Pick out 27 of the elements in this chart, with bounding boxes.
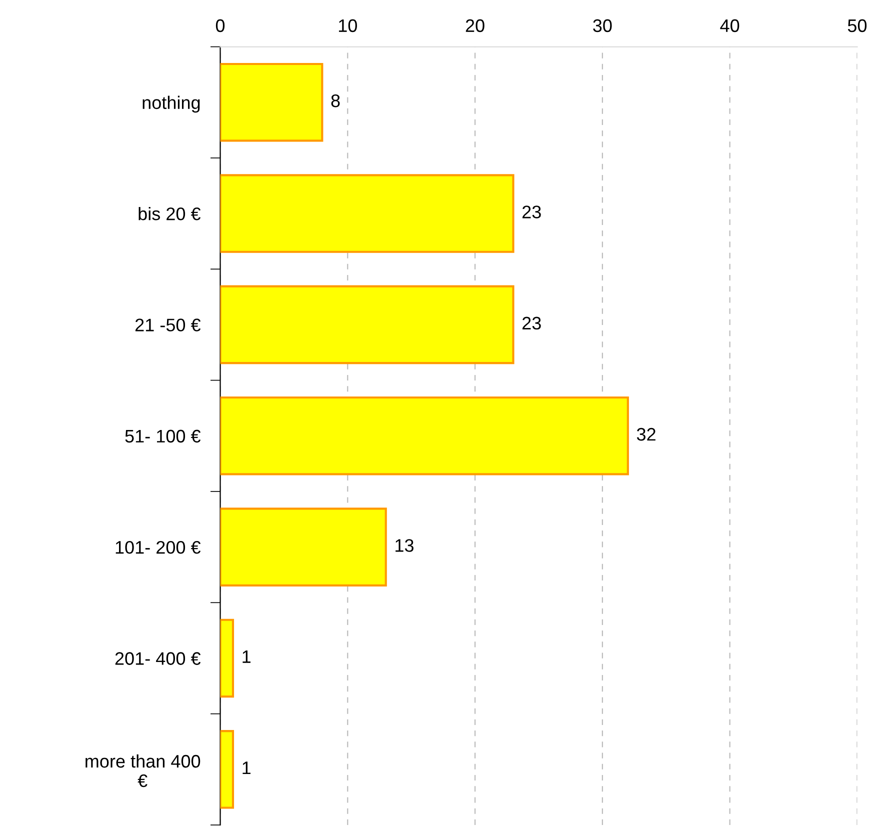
data-label: 8	[331, 94, 340, 108]
bar	[220, 174, 514, 253]
y-tick-label: more than 400 €	[86, 754, 200, 788]
data-label: 1	[242, 762, 250, 774]
x-tick-label: 20	[466, 19, 484, 32]
y-tick-label: nothing	[142, 96, 200, 113]
x-tick-label: 30	[593, 19, 612, 32]
bar	[220, 730, 234, 809]
y-tick-label: 51- 100 €	[125, 430, 201, 443]
y-tick-label: bis 20 €	[138, 206, 201, 220]
data-label: 13	[396, 539, 414, 552]
x-tick-label: 0	[216, 19, 225, 32]
x-tick-label: 10	[338, 19, 357, 32]
bar	[220, 285, 514, 364]
bar	[220, 508, 387, 586]
bar	[220, 62, 324, 142]
data-label: 23	[522, 206, 541, 218]
x-tick-label: 40	[720, 19, 740, 32]
x-tick-label: 50	[848, 19, 867, 32]
data-label: 32	[636, 428, 656, 441]
data-label: 1	[242, 650, 250, 663]
y-tick-label: 21 -50 €	[135, 318, 201, 332]
y-tick-label: 101- 200 €	[116, 540, 201, 554]
y-tick-label: 201- 400 €	[115, 652, 201, 665]
bar	[220, 396, 629, 476]
data-label: 23	[522, 316, 541, 330]
bar	[220, 618, 234, 698]
